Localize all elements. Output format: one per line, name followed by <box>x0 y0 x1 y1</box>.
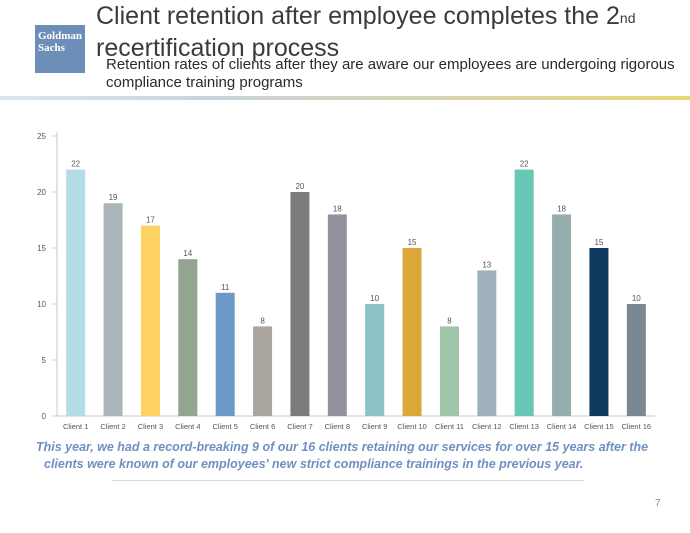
footnote-line1: This year, we had a record-breaking 9 of… <box>36 440 649 454</box>
header-divider <box>0 96 690 100</box>
y-tick-label: 15 <box>37 244 46 253</box>
bar-value-label: 8 <box>447 316 452 325</box>
footer-divider <box>112 480 584 481</box>
x-tick-label: Client 9 <box>362 422 387 431</box>
x-tick-label: Client 5 <box>212 422 237 431</box>
bar-value-label: 15 <box>408 238 417 247</box>
bar-value-label: 22 <box>520 160 529 169</box>
x-tick-label: Client 2 <box>100 422 125 431</box>
bar <box>253 326 273 416</box>
slide-subtitle: Retention rates of clients after they ar… <box>106 56 675 91</box>
x-tick-label: Client 1 <box>63 422 88 431</box>
bar <box>140 225 160 416</box>
bar-value-label: 18 <box>557 204 566 213</box>
x-tick-label: Client 11 <box>435 422 464 431</box>
bar-value-label: 10 <box>632 294 641 303</box>
bar-value-label: 15 <box>594 238 603 247</box>
bar-value-label: 10 <box>370 294 379 303</box>
bar <box>103 203 123 416</box>
bar <box>626 304 646 416</box>
bar-value-label: 20 <box>295 182 304 191</box>
x-tick-label: Client 15 <box>584 422 614 431</box>
bar <box>477 270 497 416</box>
bar-value-label: 19 <box>109 193 118 202</box>
bar <box>402 248 422 416</box>
title-superscript: nd <box>619 10 636 26</box>
x-tick-label: Client 10 <box>397 422 427 431</box>
footnote: This year, we had a record-breaking 9 of… <box>36 439 686 473</box>
bar <box>589 248 609 416</box>
logo-line2: Sachs <box>38 42 65 54</box>
y-tick-label: 25 <box>37 132 46 141</box>
y-tick-label: 10 <box>37 300 46 309</box>
bar-value-label: 8 <box>260 316 265 325</box>
bar-value-label: 18 <box>333 204 342 213</box>
bar <box>290 192 310 416</box>
x-tick-label: Client 16 <box>622 422 652 431</box>
slide-title: Client retention after employee complete… <box>96 0 686 64</box>
bar <box>66 169 86 416</box>
y-tick-label: 5 <box>42 356 47 365</box>
y-tick-label: 20 <box>37 188 46 197</box>
x-tick-label: Client 4 <box>175 422 200 431</box>
goldman-sachs-logo: Goldman Sachs <box>35 25 85 73</box>
bar <box>439 326 459 416</box>
x-tick-label: Client 3 <box>138 422 163 431</box>
x-tick-label: Client 14 <box>547 422 577 431</box>
bar <box>327 214 347 416</box>
bar <box>514 169 534 416</box>
title-main: Client retention after employee complete… <box>96 2 620 30</box>
x-tick-label: Client 13 <box>509 422 539 431</box>
x-tick-label: Client 8 <box>325 422 350 431</box>
bar-value-label: 13 <box>482 260 491 269</box>
y-tick-label: 0 <box>42 412 47 421</box>
bar-value-label: 11 <box>221 283 230 292</box>
bar-value-label: 22 <box>71 160 80 169</box>
logo-line1: Goldman <box>38 30 83 42</box>
bar-chart: 0 5 10 15 20 25 22 Client 1 19 Client 2 17 Client 3… <box>37 132 655 431</box>
bar <box>178 259 198 416</box>
bar-value-label: 17 <box>146 216 155 225</box>
bar <box>215 292 235 416</box>
bar <box>552 214 572 416</box>
x-tick-label: Client 12 <box>472 422 502 431</box>
page-number: 7 <box>655 498 661 509</box>
x-tick-label: Client 6 <box>250 422 275 431</box>
bar-value-label: 14 <box>183 249 192 258</box>
footnote-line2: clients were known of our employees' new… <box>44 457 584 471</box>
bar <box>365 304 385 416</box>
x-tick-label: Client 7 <box>287 422 312 431</box>
title-rest: recertification process <box>96 34 340 62</box>
